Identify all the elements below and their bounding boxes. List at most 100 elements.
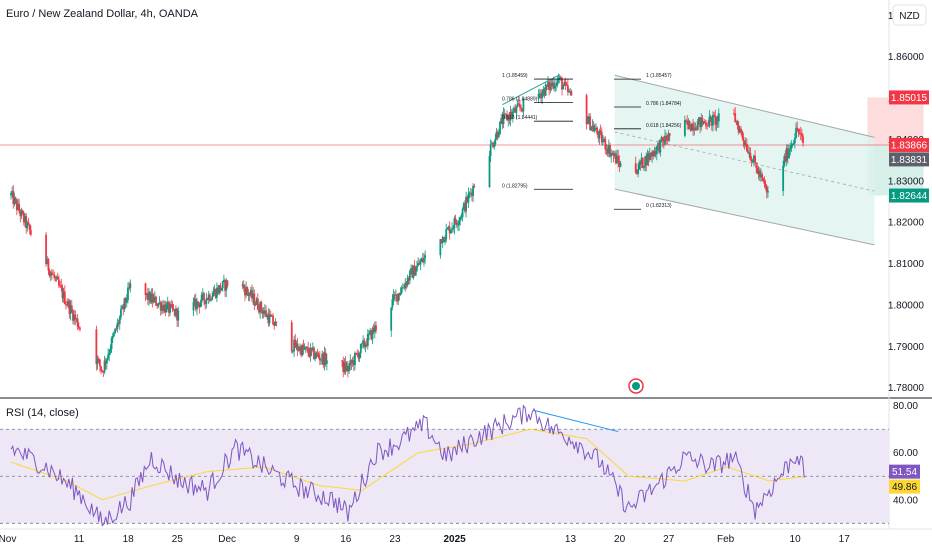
candle-body <box>454 218 457 223</box>
candle-body <box>405 282 408 286</box>
time-tick-label: 9 <box>294 534 300 545</box>
candle-body <box>371 328 374 340</box>
candle-body <box>52 274 54 275</box>
candle-body <box>640 157 643 165</box>
candle-body <box>61 287 64 299</box>
candle-body <box>494 138 497 145</box>
fib-left-level-label: 0.618 (1.84441) <box>502 115 538 121</box>
candle-body <box>590 126 593 131</box>
candle-body <box>54 277 57 279</box>
candle-body <box>272 315 274 325</box>
candle-body <box>109 349 112 353</box>
candle-body <box>153 296 156 298</box>
candle-body <box>522 99 525 112</box>
candle-body <box>441 237 444 244</box>
candle-body <box>304 346 307 349</box>
candle-body <box>472 185 475 196</box>
candle-body <box>788 150 790 159</box>
candle-body <box>29 229 32 235</box>
candle-body <box>650 152 652 157</box>
trendline[interactable] <box>502 74 559 106</box>
candle-body <box>552 82 555 89</box>
candle-body <box>551 82 554 86</box>
candle-body <box>749 152 752 161</box>
candle-body <box>665 135 668 140</box>
candle-body <box>224 279 226 291</box>
currency-button[interactable] <box>892 4 927 26</box>
candle-body <box>292 351 294 353</box>
candle-body <box>59 285 61 287</box>
candle-body <box>410 268 412 271</box>
fib-left-level-label: 1 (1.85459) <box>502 73 528 79</box>
candle-body <box>213 289 216 293</box>
candle-body <box>212 292 215 297</box>
candle-body <box>103 360 106 372</box>
candle-body <box>28 224 31 230</box>
candle-body <box>97 358 100 360</box>
candle-body <box>645 156 648 166</box>
candle-body <box>70 305 73 311</box>
candle-body <box>211 296 214 300</box>
candle-body <box>358 353 361 359</box>
candle-body <box>588 116 590 122</box>
candle-body <box>25 215 28 229</box>
candle-body <box>606 148 609 154</box>
candle-body <box>687 120 690 125</box>
candle-body <box>320 359 322 361</box>
candle-body <box>597 133 600 139</box>
candle-body <box>416 265 418 271</box>
candle-body <box>792 143 795 144</box>
candle-body <box>275 321 278 323</box>
candle-body <box>176 308 178 321</box>
candle-body <box>192 302 195 311</box>
candle-body <box>368 333 370 335</box>
candle-body <box>614 153 617 164</box>
candle-body <box>701 117 704 124</box>
candle-body <box>420 258 423 262</box>
channel-fill <box>614 75 875 245</box>
candle-body <box>223 279 225 282</box>
time-tick-label: Dec <box>218 534 236 545</box>
fib-left-level-label: 0 (1.82795) <box>502 183 528 189</box>
stop-loss-zone[interactable] <box>867 97 924 145</box>
candle-body <box>55 276 58 279</box>
candle-body <box>712 114 714 126</box>
candle-body <box>364 344 367 347</box>
candle-body <box>636 172 638 174</box>
candle-body <box>508 115 511 121</box>
channel-mid-line <box>614 131 875 192</box>
candle-body <box>302 344 305 350</box>
candle-body <box>733 113 735 115</box>
candle-body <box>667 133 670 141</box>
candle-body <box>63 291 66 304</box>
candle-body <box>252 293 255 299</box>
candle-body <box>77 326 80 328</box>
candle-body <box>296 343 299 351</box>
rsi-divergence-line[interactable] <box>533 409 619 433</box>
candle-body <box>261 310 264 315</box>
price-tick-label: 1.82000 <box>888 218 925 229</box>
candle-body <box>248 294 251 296</box>
candle-body <box>392 294 395 300</box>
candle-body <box>489 143 492 156</box>
candle-body <box>265 310 267 317</box>
candle-body <box>49 272 52 276</box>
price-tick-label: 1.86000 <box>888 52 925 63</box>
candle-body <box>543 88 546 96</box>
candle-body <box>196 301 198 310</box>
candle-body <box>205 298 208 305</box>
candle-body <box>163 304 166 311</box>
time-tick-label: 16 <box>340 534 352 545</box>
candle-body <box>168 302 170 313</box>
candle-body <box>412 265 415 278</box>
candle-body <box>269 314 272 317</box>
channel-upper-line[interactable] <box>614 74 875 138</box>
candle-body <box>639 161 642 165</box>
candle-body <box>693 127 696 131</box>
channel-lower-line[interactable] <box>614 188 875 246</box>
candle-body <box>148 291 150 300</box>
rsi-tick-label: 60.00 <box>893 448 918 459</box>
candle-body <box>686 121 689 125</box>
price-badge <box>889 137 929 152</box>
